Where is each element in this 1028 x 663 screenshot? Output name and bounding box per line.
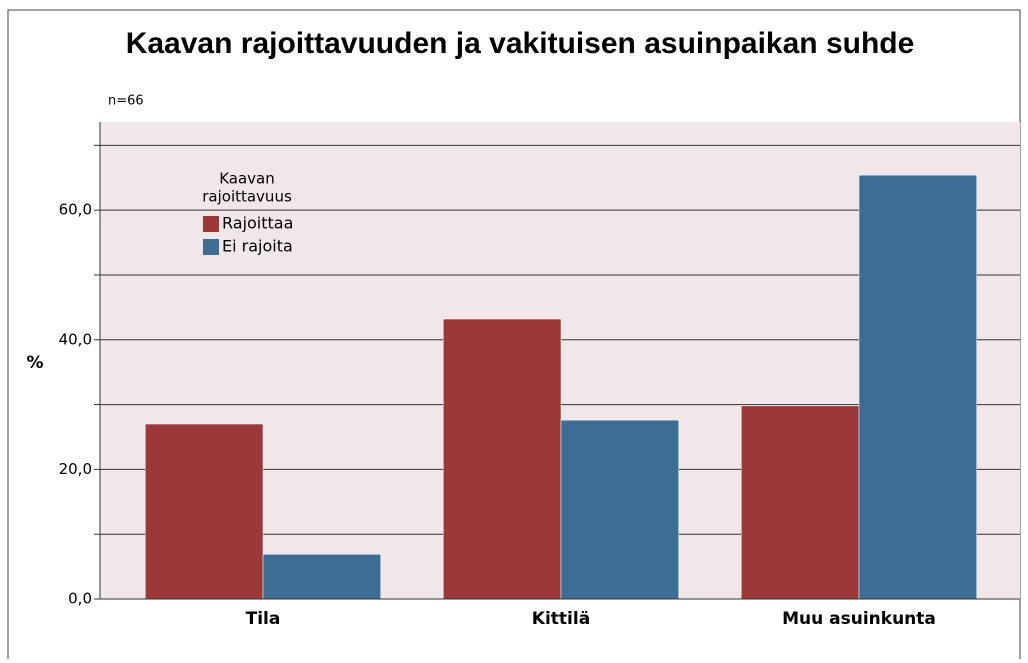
legend-swatch xyxy=(203,239,219,255)
y-tick-label: 40,0 xyxy=(59,330,92,348)
legend-label: Ei rajoita xyxy=(222,237,293,256)
bar xyxy=(560,419,679,600)
legend-swatch xyxy=(203,216,219,232)
legend-title: rajoittavuus xyxy=(202,188,292,206)
annotation: n=66 xyxy=(108,94,144,109)
y-tick-label: 0,0 xyxy=(68,590,92,608)
x-tick-label: Tila xyxy=(246,609,281,629)
bar xyxy=(858,174,977,600)
legend-title: Kaavan xyxy=(219,170,275,188)
legend-label: Rajoittaa xyxy=(222,214,293,233)
y-tick-label: 20,0 xyxy=(59,460,92,478)
x-tick-label: Kittilä xyxy=(532,609,590,629)
x-tick-label: Muu asuinkunta xyxy=(782,609,936,629)
chart-title: Kaavan rajoittavuuden ja vakituisen asui… xyxy=(126,27,915,60)
bar xyxy=(741,405,860,600)
y-tick-label: 60,0 xyxy=(59,201,92,219)
bar xyxy=(443,318,562,600)
bar xyxy=(145,423,264,600)
bar xyxy=(262,554,381,600)
y-axis-label: % xyxy=(26,353,43,373)
